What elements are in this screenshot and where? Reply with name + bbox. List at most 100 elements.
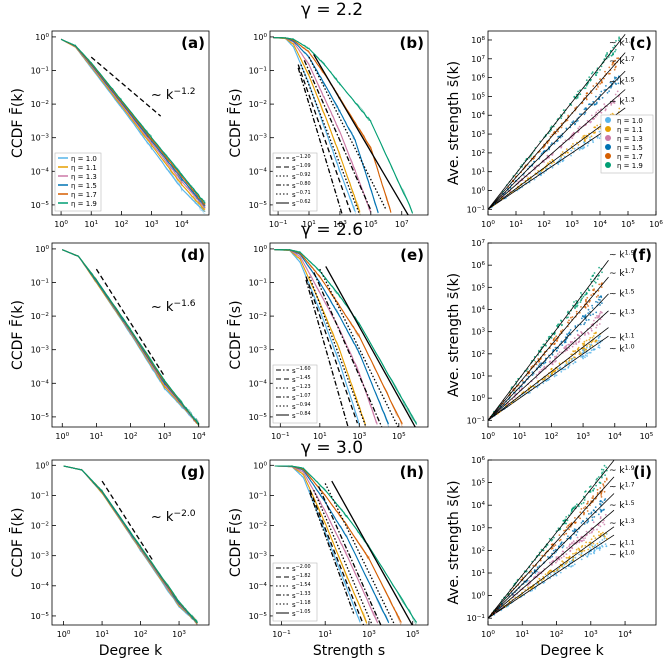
scatter-point-f	[585, 339, 588, 342]
scatter-point-f	[549, 356, 551, 359]
y-tick-label-f: 100	[471, 394, 485, 403]
scatter-point-i	[572, 552, 574, 555]
scatter-point-i	[598, 534, 600, 537]
scatter-point-c	[571, 137, 574, 140]
scatter-point-f	[568, 319, 570, 322]
scatter-point-c	[596, 124, 599, 127]
y-tick-label-b: 10−5	[249, 201, 268, 210]
scatter-point-f	[558, 323, 560, 326]
scatter-point-f	[584, 321, 586, 324]
x-tick-label-c: 102	[537, 220, 551, 229]
scatter-point-i	[566, 561, 568, 564]
scatter-point-i	[568, 555, 571, 558]
scatter-point-f	[571, 316, 574, 318]
scatter-point-i	[594, 537, 597, 539]
scatter-point-f	[580, 306, 582, 308]
scatter-point-f	[551, 363, 554, 366]
scatter-point-f	[584, 356, 586, 359]
y-tick-label-a: 10−1	[31, 67, 50, 76]
scatter-point-c	[585, 92, 588, 95]
slope-annotation-g: ~ k−2.0	[151, 509, 196, 525]
scatter-point-c	[613, 44, 616, 47]
x-tick-label-h: 101	[318, 630, 332, 639]
scatter-point-i	[554, 544, 557, 546]
scatter-point-f	[576, 304, 579, 307]
y-tick-label-i: 101	[471, 569, 485, 578]
exponent-annotation-c: ~ k1.5	[609, 76, 635, 88]
scatter-point-f	[587, 318, 590, 321]
scatter-point-f	[587, 331, 589, 334]
y-tick-label-c: 104	[471, 111, 485, 120]
scatter-point-i	[567, 557, 569, 559]
scatter-point-f	[583, 342, 585, 345]
scatter-point-f	[586, 303, 589, 306]
scatter-point-i	[569, 549, 572, 552]
guide-line-d-0	[95, 268, 166, 377]
scatter-point-i	[599, 516, 602, 518]
scatter-point-i	[597, 476, 600, 478]
scatter-point-i	[576, 536, 579, 539]
scatter-point-i	[579, 511, 582, 514]
scatter-point-c	[557, 130, 559, 133]
scatter-point-f	[545, 344, 547, 347]
scatter-point-i	[600, 492, 602, 495]
scatter-point-f	[552, 348, 555, 351]
scatter-point-i	[563, 533, 566, 536]
scatter-point-f	[573, 301, 575, 303]
panel-f: 100 101 102 103 104 105 10−1 100 101 102 103 104 105…	[446, 239, 657, 441]
legend-marker-c	[605, 117, 611, 123]
legend-label-e: s−0.84	[292, 411, 311, 420]
scatter-point-f	[534, 361, 537, 363]
legend-label-e: s−1.23	[292, 384, 311, 393]
scatter-point-i	[600, 533, 602, 535]
plot-area-g	[63, 465, 198, 625]
series-line-g-1.9	[63, 465, 198, 622]
legend-marker-c	[605, 153, 611, 159]
scatter-point-i	[508, 600, 511, 603]
scatter-point-c	[551, 166, 554, 169]
scatter-point-i	[578, 505, 580, 508]
scatter-point-i	[606, 537, 608, 540]
scatter-point-i	[532, 564, 535, 567]
scatter-point-c	[614, 77, 616, 80]
scatter-point-f	[542, 382, 545, 385]
scatter-point-c	[546, 142, 549, 145]
legend-c: η = 1.0η = 1.1η = 1.3η = 1.5η = 1.7η = 1…	[600, 114, 654, 174]
scatter-point-f	[539, 366, 541, 369]
scatter-point-i	[578, 548, 581, 551]
y-tick-label-i: 10−1	[467, 614, 486, 623]
scatter-point-i	[580, 558, 583, 561]
scatter-point-i	[598, 481, 601, 484]
scatter-point-f	[540, 346, 543, 349]
scatter-point-c	[549, 165, 552, 167]
y-tick-label-a: 10−5	[31, 201, 50, 210]
scatter-point-c	[547, 162, 549, 165]
scatter-point-f	[568, 347, 571, 350]
scatter-point-f	[569, 329, 572, 331]
guide-line-a-0	[90, 56, 162, 117]
scatter-point-c	[603, 89, 606, 92]
scatter-point-i	[587, 553, 590, 555]
scatter-point-c	[561, 160, 564, 162]
scatter-point-f	[543, 366, 545, 369]
scatter-point-i	[576, 503, 578, 506]
y-tick-label-e: 10−5	[249, 413, 268, 422]
scatter-point-i	[603, 519, 605, 522]
scatter-point-c	[586, 144, 589, 147]
fit-line-c-1.9	[488, 33, 626, 210]
scatter-point-i	[584, 506, 587, 508]
scatter-point-c	[617, 57, 620, 60]
scatter-point-f	[527, 389, 530, 392]
scatter-point-i	[585, 517, 588, 520]
legend-label-b: s−0.71	[292, 190, 311, 199]
scatter-point-c	[581, 148, 584, 150]
scatter-point-f	[553, 338, 555, 340]
scatter-point-c	[611, 112, 614, 115]
scatter-point-f	[560, 324, 563, 327]
scatter-point-f	[597, 339, 600, 342]
scatter-point-c	[607, 56, 610, 58]
y-tick-label-g: 100	[35, 461, 49, 470]
scatter-point-f	[590, 329, 593, 332]
scatter-point-f	[555, 374, 558, 377]
exponent-annotation-f: ~ k1.1	[609, 332, 635, 344]
